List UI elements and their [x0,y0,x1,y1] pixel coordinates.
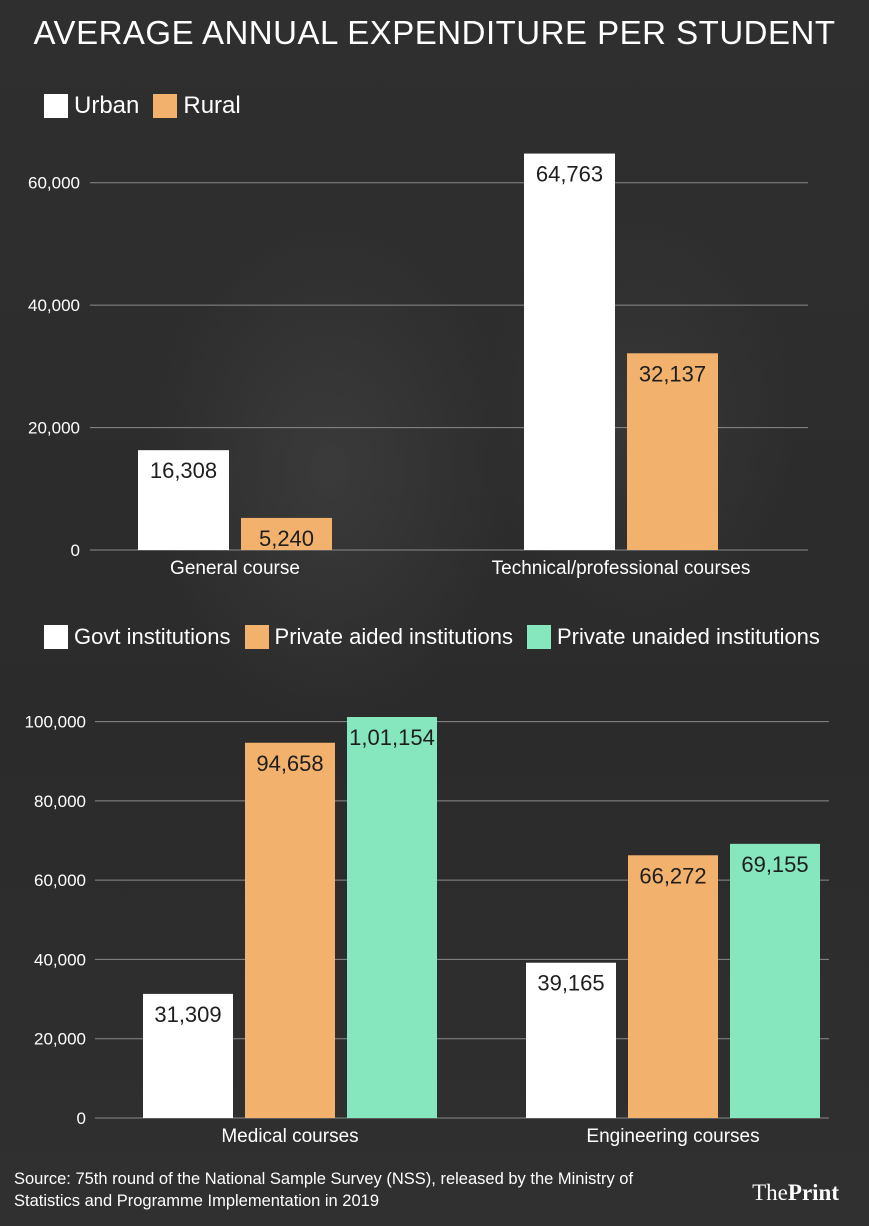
y-tick-label-1-2: 40,000 [34,950,86,969]
legend-label-rural: Rural [183,92,241,119]
legend-swatch-private-unaided [526,625,551,649]
y-tick-label-1-0: 0 [77,1109,86,1128]
bar-1-0-0 [143,993,233,1118]
legend-label-private-unaided: Private unaided institutions [556,624,820,649]
brand-logo: ThePrint [752,1180,839,1206]
legend-item-private-unaided: Private unaided institutions [526,624,820,650]
category-label-0-1: Technical/professional courses [492,558,751,579]
legend-item-rural: Rural [153,92,241,120]
legend-swatch-private-aided [244,625,269,649]
category-label-1-1: Engineering courses [586,1126,759,1147]
data-label-1-1-1: 66,272 [639,863,706,888]
legend-swatch-rural [153,94,178,118]
bar-0-1-0 [524,153,615,550]
legend-item-private-aided: Private aided institutions [244,624,513,650]
page-title: AVERAGE ANNUAL EXPENDITURE PER STUDENT [33,14,836,51]
chart-urban-rural: 0 20,000 40,000 60,000 16,308 5,240 General co… [28,153,808,579]
legend-bottom: Govt institutions Private aided institut… [44,624,834,650]
data-label-0-1-0: 64,763 [536,162,603,187]
source-note: Source: 75th round of the National Sampl… [14,1170,634,1210]
legend-label-govt: Govt institutions [74,624,231,649]
data-label-0-1-1: 32,137 [639,361,706,386]
legend-label-urban: Urban [74,92,140,119]
data-label-1-0-1: 94,658 [256,751,323,776]
bar-1-1-1 [628,855,718,1118]
legend-swatch-govt [44,625,68,649]
brand-logo-bold: Print [787,1180,839,1205]
bar-0-0-0 [138,450,229,550]
y-tick-label-1-3: 60,000 [34,871,86,890]
y-tick-label-0-2: 40,000 [28,296,80,315]
y-tick-label-1-5: 100,000 [25,713,86,732]
brand-logo-light: The [752,1180,788,1205]
data-label-1-0-0: 31,309 [154,1002,221,1027]
legend-item-govt: Govt institutions [44,624,231,650]
bar-1-1-0 [526,962,616,1118]
data-label-1-1-2: 69,155 [741,852,808,877]
y-tick-label-1-4: 80,000 [34,792,86,811]
data-label-1-1-0: 39,165 [537,971,604,996]
data-label-0-0-1: 5,240 [259,526,314,551]
y-tick-label-0-3: 60,000 [28,174,80,193]
y-tick-label-0-0: 0 [71,541,80,560]
y-tick-label-0-1: 20,000 [28,419,80,438]
category-label-0-0: General course [170,558,300,579]
legend-top: Urban Rural [44,92,255,120]
legend-item-urban: Urban [44,92,139,120]
category-label-1-0: Medical courses [221,1126,358,1147]
data-label-1-0-2: 1,01,154 [349,725,435,750]
bar-0-0-1 [241,517,332,550]
bar-1-0-2 [347,717,437,1118]
bar-1-0-1 [245,742,335,1118]
y-tick-label-1-1: 20,000 [34,1030,86,1049]
bar-1-1-2 [730,843,820,1118]
legend-label-private-aided: Private aided institutions [274,624,513,649]
legend-swatch-urban [44,94,68,118]
data-label-0-0-0: 16,308 [150,458,217,483]
bar-0-1-1 [627,353,718,550]
